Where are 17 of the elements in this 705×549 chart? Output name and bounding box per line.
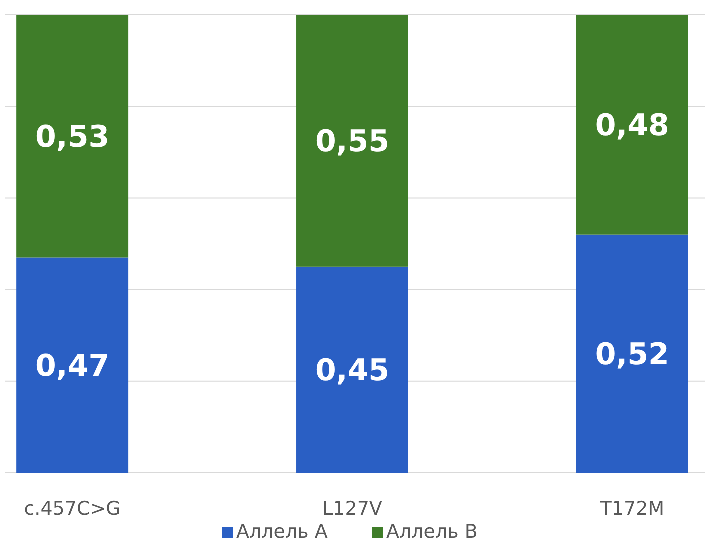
data-label: 0,52 [595,337,670,372]
x-tick-label: c.457C>G [24,498,121,520]
bar [16,258,129,473]
x-tick-label: L127V [322,498,382,520]
data-label: 0,55 [315,124,390,160]
data-label: 0,45 [315,353,390,388]
data-label: 0,47 [36,348,110,384]
legend-label: Аллель В [386,521,478,543]
bar [296,266,408,473]
bar [576,234,688,473]
bar [576,15,688,235]
bar [296,15,408,267]
legend-label: Аллель А [236,521,328,543]
data-label: 0,53 [36,120,110,155]
x-tick-label: T172M [599,498,665,520]
bar [16,15,129,258]
data-label: 0,48 [595,108,670,144]
